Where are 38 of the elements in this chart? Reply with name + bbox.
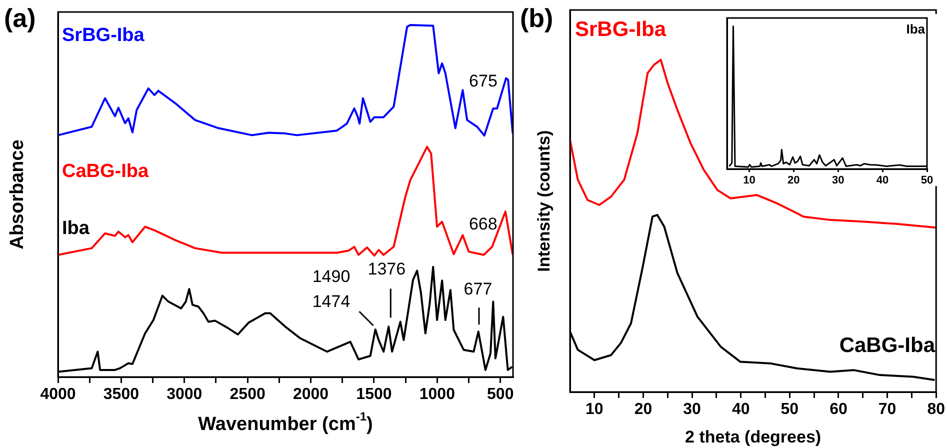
text: Iba (906, 22, 926, 37)
x-tick-label: 40 (876, 174, 889, 187)
annotation: 675 (469, 71, 498, 90)
x-tick-label: 500 (487, 386, 514, 404)
x-tick-label: 3000 (166, 386, 202, 404)
x-tick-label: 2000 (292, 386, 329, 404)
x-tick-label: 2500 (230, 386, 266, 404)
x-tick-label: 20 (788, 174, 800, 187)
text: CaBG-Iba (62, 161, 149, 182)
annotation: 677 (464, 279, 492, 298)
series-label: CaBG-Iba (839, 334, 936, 357)
y-axis-title: Absorbance (7, 140, 28, 250)
text: Iba (62, 218, 90, 240)
x-tick-label: 70 (878, 401, 896, 418)
chart-title: (b) (520, 3, 554, 34)
x-axis-title: 2 theta (degrees) (685, 428, 822, 447)
text: SrBG-Iba (62, 25, 145, 46)
x-tick-label: 30 (683, 401, 702, 418)
x-tick-label: 4000 (40, 386, 76, 404)
x-tick-label: 60 (830, 401, 848, 418)
x-tick-label: 10 (586, 401, 604, 418)
chart-title: (a) (4, 3, 36, 34)
annotation: 668 (468, 214, 498, 234)
x-tick-label: 40 (732, 401, 750, 418)
x-tick-label: 30 (832, 174, 844, 187)
annotation: 1376 (368, 259, 406, 278)
x-tick-label: 80 (927, 401, 946, 418)
x-tick-label: 20 (634, 401, 652, 418)
series-label: SrBG-Iba (575, 18, 666, 41)
x-tick-label: 1000 (419, 386, 456, 404)
y-axis-title: Intensity (counts) (534, 130, 554, 272)
annotation: 1490 (312, 267, 350, 286)
x-tick-label: 1500 (356, 386, 392, 404)
x-tick-label: 50 (780, 401, 799, 418)
annotation: 1474 (312, 292, 350, 312)
x-tick-label: 50 (920, 174, 934, 187)
x-tick-label: 3500 (103, 386, 140, 404)
x-tick-label: 10 (743, 174, 756, 187)
